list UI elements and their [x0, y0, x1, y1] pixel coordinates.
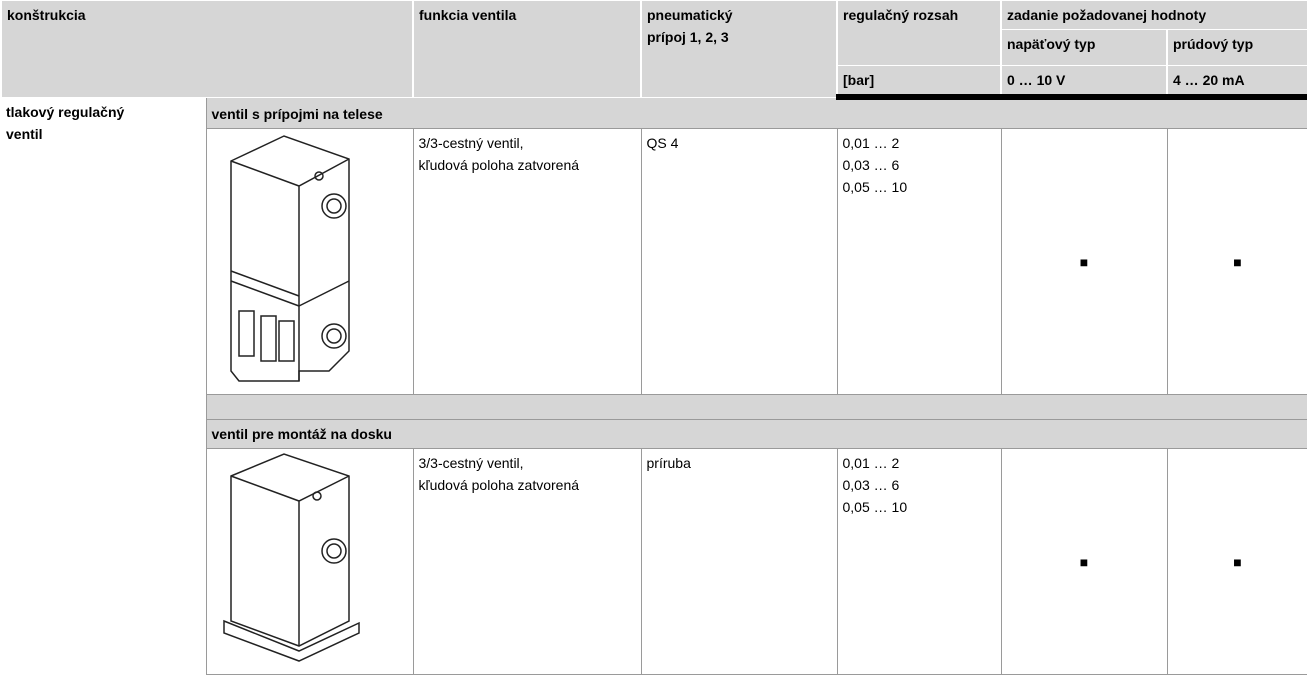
- group-text: tlakový regulačný: [6, 103, 125, 120]
- header-text: prúdový typ: [1173, 36, 1254, 52]
- range-text: 0,03 … 6: [842, 477, 900, 493]
- header-cell: prúdový typ: [1165, 29, 1307, 66]
- section-title: ventil s prípojmi na telese: [205, 96, 1307, 129]
- current-mark: ■: [1166, 448, 1307, 675]
- connection-cell: QS 4: [640, 128, 838, 395]
- header-text: zadanie požadovanej hodnoty: [1007, 7, 1207, 23]
- header-text: [bar]: [843, 72, 875, 88]
- current-mark: ■: [1166, 128, 1307, 395]
- function-cell: 3/3-cestný ventil, kľudová poloha zatvore…: [412, 448, 642, 675]
- header-cell: 4 … 20 mA: [1165, 65, 1307, 100]
- header-cell: [bar]: [836, 65, 1002, 100]
- group-cell: tlakový regulačný ventil: [1, 97, 207, 675]
- header-cell: konštrukcia: [0, 0, 414, 98]
- image-cell: [205, 128, 414, 395]
- header-text: 4 … 20 mA: [1173, 72, 1245, 88]
- range-text: 0,03 … 6: [842, 157, 900, 173]
- header-text: konštrukcia: [7, 7, 86, 23]
- range-text: 0,01 … 2: [842, 135, 900, 151]
- range-cell: 0,01 … 2 0,03 … 6 0,05 … 10: [836, 128, 1002, 395]
- header-text: funkcia ventila: [419, 7, 517, 23]
- function-cell: 3/3-cestný ventil, kľudová poloha zatvore…: [412, 128, 642, 395]
- valve-image: [229, 135, 350, 382]
- header-text: napäťový typ: [1007, 36, 1096, 52]
- header-text: 0 … 10 V: [1007, 72, 1066, 88]
- header-cell: zadanie požadovanej hodnoty: [999, 0, 1307, 30]
- header-cell: napäťový typ: [1000, 29, 1168, 66]
- voltage-mark: ■: [1000, 128, 1168, 395]
- section-title: ventil pre montáž na dosku: [205, 419, 1307, 449]
- range-text: 0,05 … 10: [842, 499, 908, 515]
- header-text: prípoj 1, 2, 3: [647, 29, 729, 45]
- function-text: 3/3-cestný ventil,: [418, 455, 524, 471]
- header-text: regulačný rozsah: [843, 7, 959, 23]
- group-text: ventil: [6, 125, 43, 142]
- valve-image: [222, 453, 360, 662]
- connection-cell: príruba: [640, 448, 838, 675]
- voltage-mark: ■: [1000, 448, 1168, 675]
- header-cell: regulačný rozsah: [836, 0, 1002, 66]
- header-cell: funkcia ventila: [412, 0, 642, 98]
- range-text: 0,01 … 2: [842, 455, 900, 471]
- function-text: 3/3-cestný ventil,: [418, 135, 524, 151]
- header-text: pneumatický: [647, 7, 733, 23]
- function-text: kľudová poloha zatvorená: [418, 157, 580, 173]
- header-cell: 0 … 10 V: [1000, 65, 1168, 100]
- image-cell: [205, 448, 414, 675]
- header-cell: pneumatický prípoj 1, 2, 3: [640, 0, 838, 98]
- range-text: 0,05 … 10: [842, 179, 908, 195]
- function-text: kľudová poloha zatvorená: [418, 477, 580, 493]
- range-cell: 0,01 … 2 0,03 … 6 0,05 … 10: [836, 448, 1002, 675]
- spacer-row: [205, 394, 1307, 420]
